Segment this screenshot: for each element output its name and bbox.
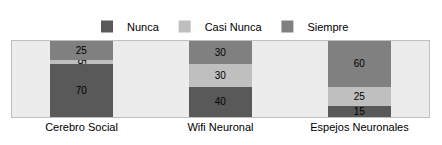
svg-text:Nunca: Nunca xyxy=(127,21,160,33)
svg-text:Wifi Neuronal: Wifi Neuronal xyxy=(187,121,253,133)
svg-text:30: 30 xyxy=(215,47,227,58)
svg-text:15: 15 xyxy=(354,106,366,117)
svg-text:25: 25 xyxy=(354,91,366,102)
svg-text:Cerebro Social: Cerebro Social xyxy=(45,121,118,133)
svg-text:Siempre: Siempre xyxy=(307,21,348,33)
svg-text:30: 30 xyxy=(215,70,227,81)
svg-text:Casi Nunca: Casi Nunca xyxy=(205,21,263,33)
svg-text:25: 25 xyxy=(76,45,88,56)
svg-text:5: 5 xyxy=(76,59,87,65)
svg-text:60: 60 xyxy=(354,58,366,69)
svg-text:70: 70 xyxy=(76,85,88,96)
svg-text:40: 40 xyxy=(215,96,227,107)
svg-text:Espejos Neuronales: Espejos Neuronales xyxy=(310,121,409,133)
